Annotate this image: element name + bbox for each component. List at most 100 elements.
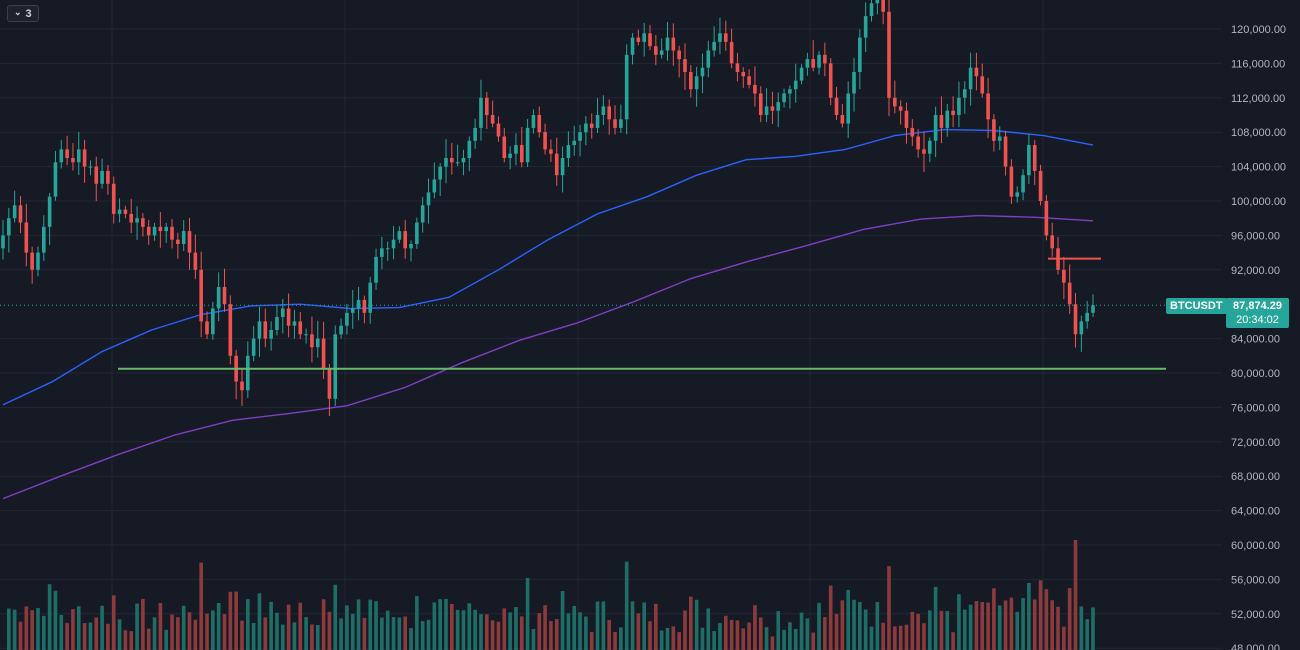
volume-bar xyxy=(234,591,238,650)
candle-body xyxy=(385,248,390,250)
price-axis-label: 108,000.00 xyxy=(1231,127,1286,139)
volume-bar xyxy=(747,622,751,650)
candle-body xyxy=(94,166,99,184)
volume-bar xyxy=(869,626,874,650)
volume-bar xyxy=(170,614,174,650)
volume-bar xyxy=(729,619,734,650)
candle-body xyxy=(216,287,221,309)
candle-body xyxy=(41,226,46,253)
candle-body xyxy=(846,93,850,124)
candle-body xyxy=(374,256,378,283)
volume-bar xyxy=(403,616,407,650)
last-price-value: 87,874.29 xyxy=(1233,300,1282,312)
candle-body xyxy=(18,205,23,223)
candle-body xyxy=(7,218,11,236)
symbol-label: BTCUSDT xyxy=(1166,298,1227,314)
candle-body xyxy=(624,54,629,120)
candle-body xyxy=(683,59,687,72)
candle-body xyxy=(1027,145,1031,176)
volume-bar xyxy=(793,629,798,650)
volume-bar xyxy=(957,594,961,650)
candle-body xyxy=(211,308,215,335)
volume-bar xyxy=(1044,589,1049,650)
candle-body xyxy=(852,72,856,94)
volume-bar xyxy=(18,621,23,650)
moving-average-slow-line xyxy=(2,214,1094,500)
volume-bar xyxy=(560,591,565,650)
volume-bar xyxy=(479,614,483,650)
volume-bar xyxy=(222,614,227,650)
candle-body xyxy=(403,231,407,249)
volume-bar xyxy=(700,627,705,650)
volume-bar xyxy=(683,610,687,650)
volume-bar xyxy=(677,632,681,650)
candle-body xyxy=(450,158,454,163)
volume-bar xyxy=(1015,611,1020,650)
candle-body xyxy=(350,308,355,313)
volume-bar xyxy=(741,628,746,650)
candle-body xyxy=(793,80,798,90)
candle-body xyxy=(706,50,711,68)
candle-body xyxy=(642,33,646,42)
volume-bar xyxy=(409,628,413,650)
volume-bar xyxy=(502,608,507,650)
candle-body xyxy=(869,3,874,17)
volume-bar xyxy=(642,602,646,650)
volume-bar xyxy=(852,599,856,650)
volume-bar xyxy=(531,629,536,650)
candle-body xyxy=(82,149,87,167)
candle-body xyxy=(502,136,507,158)
candle-body xyxy=(922,149,926,154)
volume-bar xyxy=(240,620,244,650)
volume-bar xyxy=(1085,619,1089,650)
volume-bar xyxy=(986,602,990,650)
candle-body xyxy=(76,149,81,163)
volume-bar xyxy=(467,603,472,650)
volume-bar xyxy=(1032,599,1037,650)
volume-bar xyxy=(251,622,256,650)
candle-body xyxy=(572,140,577,146)
volume-bar xyxy=(723,615,728,650)
candle-body xyxy=(228,304,233,356)
volume-bar xyxy=(735,620,740,650)
candle-body xyxy=(1003,136,1008,167)
candle-body xyxy=(1009,166,1014,197)
volume-bar xyxy=(776,611,781,650)
candle-body xyxy=(962,89,967,98)
candle-body xyxy=(601,106,606,115)
candle-body xyxy=(269,330,273,339)
candle-body xyxy=(409,244,413,249)
volume-bar xyxy=(385,610,390,650)
candle-body xyxy=(1032,145,1037,171)
price-axis-label: 100,000.00 xyxy=(1231,196,1286,208)
volume-bar xyxy=(758,617,763,650)
volume-bar xyxy=(659,630,664,650)
volume-bar xyxy=(455,609,460,650)
volume-bar xyxy=(689,596,693,650)
candle-body xyxy=(858,37,862,72)
candle-body xyxy=(438,166,442,180)
candle-body xyxy=(263,321,268,339)
volume-bar xyxy=(893,626,897,650)
candle-body xyxy=(811,59,816,68)
volume-bar xyxy=(992,588,996,650)
price-axis-label: 76,000.00 xyxy=(1231,402,1280,414)
volume-bar xyxy=(193,619,198,650)
candle-body xyxy=(916,136,920,150)
volume-bar xyxy=(910,611,915,650)
volume-bar xyxy=(7,608,11,650)
collapse-count: 3 xyxy=(25,7,32,20)
candle-body xyxy=(141,218,145,227)
candle-body xyxy=(146,226,151,236)
candle-body xyxy=(12,205,17,219)
candle-body xyxy=(65,149,69,158)
candle-body xyxy=(100,170,104,184)
candle-body xyxy=(117,209,122,214)
candle-body xyxy=(1091,305,1095,313)
volume-bar xyxy=(280,624,285,650)
volume-bar xyxy=(327,611,332,650)
volume-bar xyxy=(1056,606,1060,650)
volume-bar xyxy=(589,632,594,650)
collapse-indicators-button[interactable]: ⌄ 3 xyxy=(7,5,39,22)
